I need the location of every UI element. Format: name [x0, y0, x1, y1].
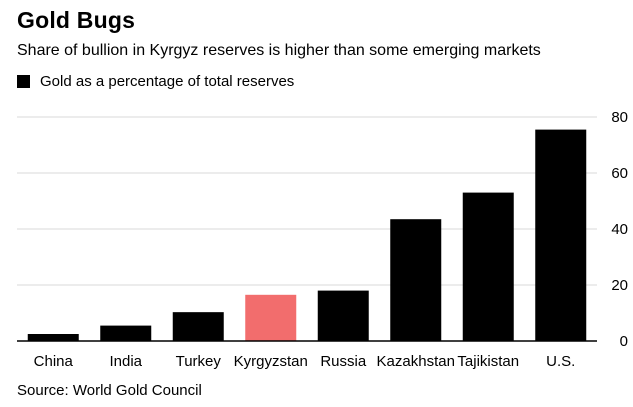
- legend-swatch: [17, 75, 30, 88]
- y-tick-label: 0: [620, 333, 628, 350]
- chart-title: Gold Bugs: [17, 7, 136, 33]
- x-tick-label: Turkey: [176, 353, 222, 370]
- legend: Gold as a percentage of total reserves: [17, 73, 294, 90]
- bar-kazakhstan: [390, 219, 442, 341]
- bar-turkey: [172, 312, 224, 341]
- bar-tajikistan: [462, 192, 514, 341]
- bar-india: [100, 325, 152, 341]
- x-tick-label: Kyrgyzstan: [234, 353, 308, 370]
- y-tick-label: 60: [611, 165, 628, 182]
- source-note: Source: World Gold Council: [17, 382, 202, 399]
- chart-subtitle: Share of bullion in Kyrgyz reserves is h…: [17, 42, 541, 59]
- bar-china: [27, 334, 79, 341]
- x-tick-label: Kazakhstan: [377, 353, 455, 370]
- bar-u-s-: [535, 129, 587, 341]
- y-tick-label: 80: [611, 109, 628, 126]
- x-tick-label: China: [34, 353, 74, 370]
- y-tick-label: 40: [611, 221, 628, 238]
- bar-russia: [317, 290, 369, 341]
- bar-kyrgyzstan: [245, 294, 297, 341]
- legend-label: Gold as a percentage of total reserves: [40, 73, 295, 90]
- x-tick-label: India: [109, 353, 142, 370]
- x-tick-label: Tajikistan: [457, 353, 519, 370]
- x-tick-label: Russia: [320, 353, 367, 370]
- y-tick-label: 20: [611, 277, 628, 294]
- x-tick-label: U.S.: [546, 353, 575, 370]
